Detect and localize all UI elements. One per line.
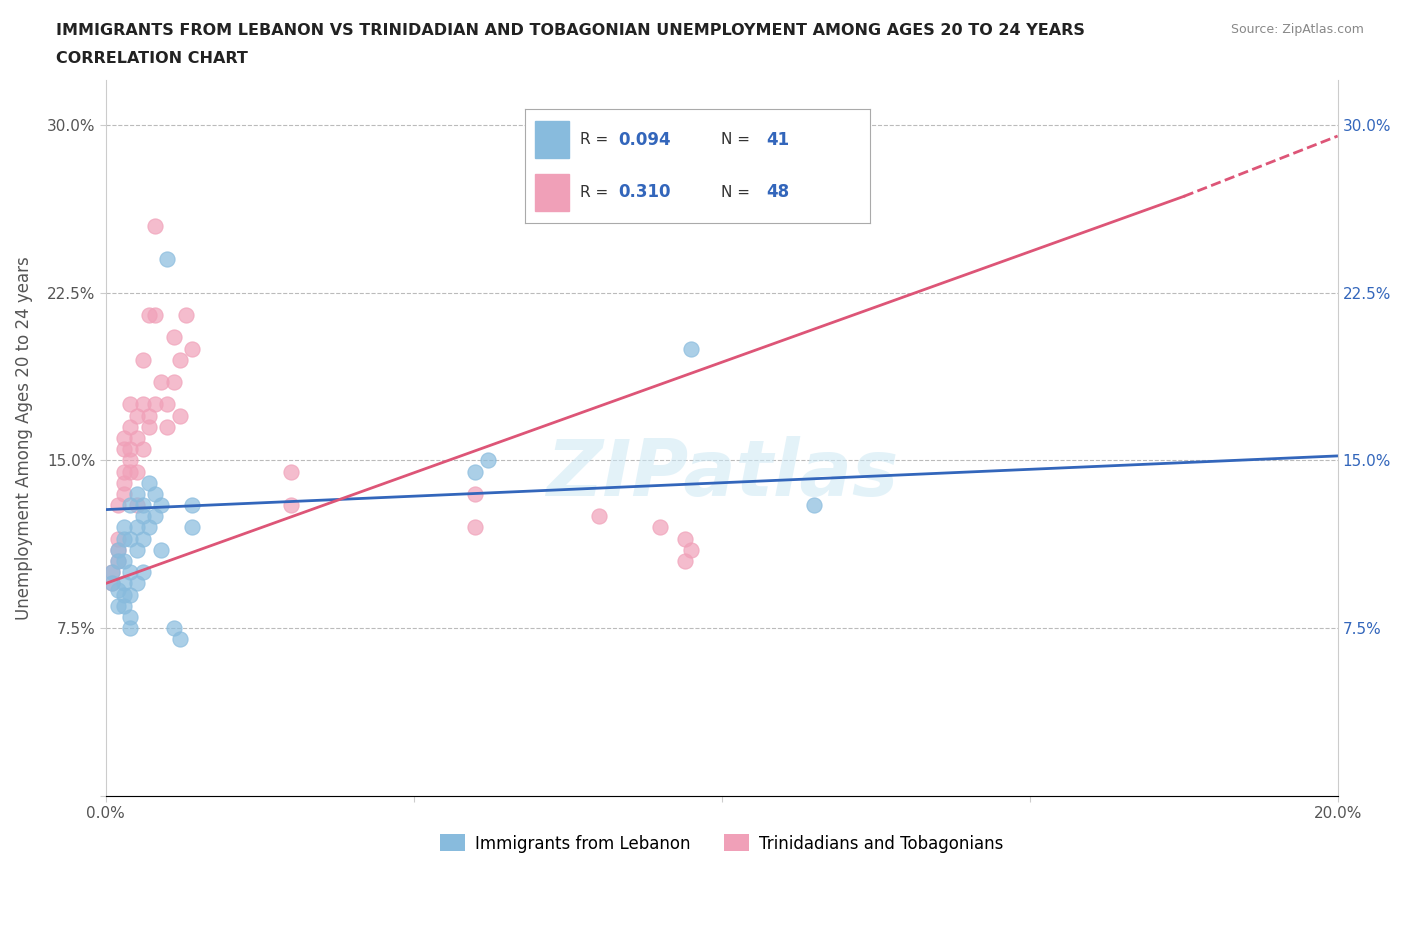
Point bbox=[679, 341, 702, 356]
Point bbox=[169, 352, 191, 367]
Point bbox=[112, 576, 135, 591]
Point bbox=[101, 576, 124, 591]
Point bbox=[112, 442, 135, 457]
Point bbox=[112, 553, 135, 568]
Text: ZIPatlas: ZIPatlas bbox=[546, 436, 898, 512]
Point bbox=[138, 520, 160, 535]
Point bbox=[120, 453, 142, 468]
Point bbox=[143, 308, 166, 323]
Point bbox=[112, 598, 135, 613]
Point bbox=[280, 498, 302, 512]
Point bbox=[120, 620, 142, 635]
Point bbox=[143, 397, 166, 412]
Point bbox=[132, 442, 155, 457]
Point bbox=[107, 531, 129, 546]
Point bbox=[107, 553, 129, 568]
Point bbox=[132, 352, 155, 367]
Point bbox=[132, 397, 155, 412]
Point bbox=[112, 475, 135, 490]
Point bbox=[107, 598, 129, 613]
Legend: Immigrants from Lebanon, Trinidadians and Tobagonians: Immigrants from Lebanon, Trinidadians an… bbox=[433, 828, 1010, 859]
Point bbox=[162, 620, 184, 635]
Point bbox=[143, 509, 166, 524]
Point bbox=[107, 542, 129, 557]
Text: IMMIGRANTS FROM LEBANON VS TRINIDADIAN AND TOBAGONIAN UNEMPLOYMENT AMONG AGES 20: IMMIGRANTS FROM LEBANON VS TRINIDADIAN A… bbox=[56, 23, 1085, 38]
Point bbox=[125, 498, 148, 512]
Point bbox=[599, 151, 621, 166]
Point bbox=[150, 498, 173, 512]
Text: Source: ZipAtlas.com: Source: ZipAtlas.com bbox=[1230, 23, 1364, 36]
Point bbox=[125, 542, 148, 557]
Point bbox=[120, 464, 142, 479]
Point bbox=[120, 565, 142, 579]
Point bbox=[125, 520, 148, 535]
Point bbox=[112, 520, 135, 535]
Point bbox=[138, 475, 160, 490]
Point bbox=[112, 531, 135, 546]
Point bbox=[107, 498, 129, 512]
Point bbox=[120, 442, 142, 457]
Point bbox=[132, 531, 155, 546]
Point bbox=[588, 509, 610, 524]
Point bbox=[120, 419, 142, 434]
Point bbox=[169, 408, 191, 423]
Point bbox=[125, 486, 148, 501]
Point bbox=[150, 542, 173, 557]
Point bbox=[464, 464, 486, 479]
Point bbox=[477, 453, 499, 468]
Point bbox=[156, 252, 179, 267]
Point bbox=[120, 498, 142, 512]
Text: CORRELATION CHART: CORRELATION CHART bbox=[56, 51, 247, 66]
Point bbox=[803, 498, 825, 512]
Point bbox=[169, 631, 191, 646]
Point bbox=[112, 464, 135, 479]
Point bbox=[181, 498, 204, 512]
Point bbox=[125, 464, 148, 479]
Point bbox=[138, 308, 160, 323]
Point bbox=[150, 375, 173, 390]
Point bbox=[156, 397, 179, 412]
Point bbox=[120, 531, 142, 546]
Point bbox=[132, 498, 155, 512]
Point bbox=[650, 520, 672, 535]
Point bbox=[181, 341, 204, 356]
Point bbox=[280, 464, 302, 479]
Point bbox=[120, 587, 142, 602]
Point bbox=[107, 583, 129, 598]
Point bbox=[120, 397, 142, 412]
Point bbox=[679, 542, 702, 557]
Y-axis label: Unemployment Among Ages 20 to 24 years: Unemployment Among Ages 20 to 24 years bbox=[15, 256, 32, 620]
Point bbox=[125, 576, 148, 591]
Point bbox=[120, 609, 142, 624]
Point bbox=[181, 520, 204, 535]
Point bbox=[112, 486, 135, 501]
Point bbox=[125, 408, 148, 423]
Point bbox=[143, 486, 166, 501]
Point bbox=[101, 565, 124, 579]
Point bbox=[156, 419, 179, 434]
Point bbox=[112, 431, 135, 445]
Point bbox=[174, 308, 197, 323]
Point bbox=[132, 565, 155, 579]
Point bbox=[464, 486, 486, 501]
Point bbox=[107, 553, 129, 568]
Point bbox=[125, 431, 148, 445]
Point bbox=[101, 565, 124, 579]
Point bbox=[673, 531, 696, 546]
Point bbox=[162, 375, 184, 390]
Point bbox=[138, 419, 160, 434]
Point bbox=[673, 553, 696, 568]
Point bbox=[162, 330, 184, 345]
Point bbox=[132, 509, 155, 524]
Point bbox=[464, 520, 486, 535]
Point bbox=[107, 542, 129, 557]
Point bbox=[143, 218, 166, 232]
Point bbox=[101, 576, 124, 591]
Point bbox=[112, 587, 135, 602]
Point bbox=[138, 408, 160, 423]
